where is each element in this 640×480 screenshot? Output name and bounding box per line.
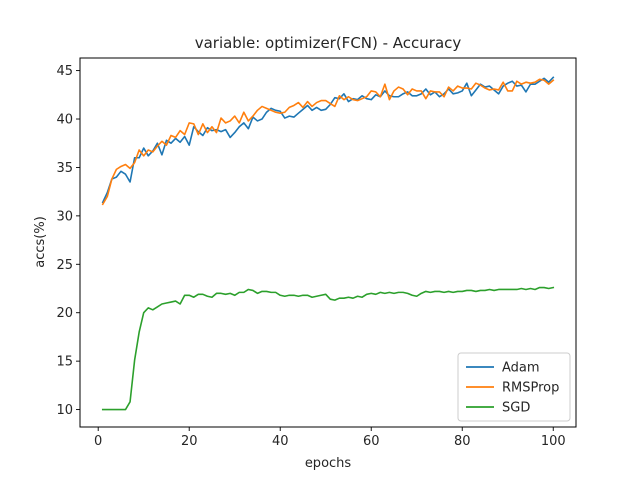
y-tick-label: 10: [56, 403, 73, 418]
y-tick-label: 35: [56, 161, 73, 176]
x-tick-label: 80: [454, 434, 471, 449]
series-lines: [101, 76, 555, 411]
y-tick-label: 30: [56, 209, 73, 224]
axes-frame: [79, 57, 577, 428]
legend-box: [457, 352, 571, 422]
legend-label-sgd: SGD: [502, 401, 530, 416]
legend-label-adam: Adam: [502, 361, 540, 376]
series-line-rmsprop: [101, 78, 555, 206]
x-tick-label: 20: [181, 434, 198, 449]
y-tick-label: 25: [56, 258, 73, 273]
x-tick-label: 40: [272, 434, 289, 449]
y-tick-label: 40: [56, 113, 73, 128]
legend-label-rmsprop: RMSProp: [502, 381, 559, 396]
x-tick-label: 100: [541, 434, 566, 449]
y-tick-label: 20: [56, 306, 73, 321]
x-tick-label: 0: [94, 434, 102, 449]
x-axis: 0 20 40 60 80 100: [94, 427, 566, 449]
x-axis-label: epochs: [305, 456, 352, 471]
series-line-sgd: [101, 286, 555, 411]
x-tick-label: 60: [363, 434, 380, 449]
y-axis: 10 15 20 25 30 35 40 45: [56, 64, 80, 418]
y-tick-label: 45: [56, 64, 73, 79]
legend: Adam RMSProp SGD: [457, 352, 571, 422]
y-tick-label: 15: [56, 355, 73, 370]
series-line-adam: [101, 76, 555, 204]
plot-area: [79, 57, 577, 428]
chart-title: variable: optimizer(FCN) - Accuracy: [195, 34, 462, 52]
y-axis-label: accs(%): [33, 216, 48, 268]
